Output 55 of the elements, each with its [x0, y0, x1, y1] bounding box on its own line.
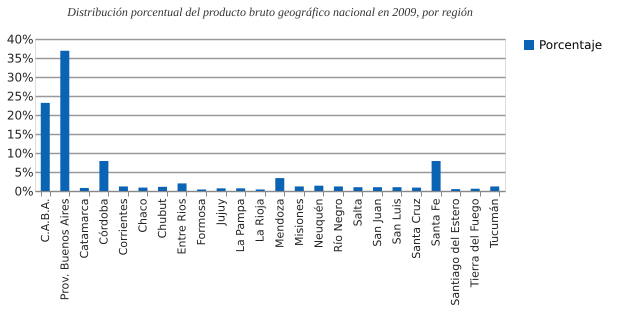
x-tick-label: Neuquén — [312, 198, 326, 248]
x-tick-label: Río Negro — [332, 198, 345, 252]
y-tick-label: 30% — [6, 70, 34, 84]
bar — [490, 186, 500, 191]
bar — [40, 102, 50, 191]
y-tick-label: 40% — [6, 32, 34, 46]
legend-label: Porcentaje — [539, 38, 602, 52]
bar — [353, 187, 362, 191]
x-tick-label: Mendoza — [273, 198, 286, 248]
bar — [334, 186, 343, 191]
y-tick-label: 15% — [6, 128, 34, 142]
y-tick-label: 10% — [6, 146, 34, 160]
x-tick-label: C.A.B.A. — [38, 198, 52, 242]
bar — [392, 187, 402, 191]
y-tick-label: 25% — [6, 90, 34, 104]
bar — [118, 186, 128, 191]
bar — [236, 188, 246, 191]
x-tick-label: Jujuy — [214, 198, 228, 226]
bar — [432, 160, 441, 191]
x-tick-label: Catamarca — [78, 198, 91, 259]
bar — [99, 160, 108, 191]
bar — [216, 188, 226, 191]
chart-title: Distribución porcentual del producto bruto geográfico nacional en 2009, por región — [66, 5, 473, 19]
bar — [372, 187, 382, 191]
bar — [178, 183, 187, 191]
x-tick-label: Tierra del Fuego — [468, 198, 482, 288]
y-tick-label: 35% — [6, 52, 34, 66]
x-tick-label: San Juan — [370, 198, 384, 247]
x-tick-label: Formosa — [195, 198, 208, 246]
x-tick-label: Santa Cruz — [410, 198, 424, 259]
x-tick-label: La Rioja — [254, 198, 267, 242]
x-tick-label: Córdoba — [97, 198, 110, 245]
bar — [314, 186, 324, 191]
bar — [294, 186, 304, 191]
bar — [158, 186, 168, 191]
x-tick-label: Tucumán — [488, 198, 502, 249]
x-tick-label: Prov. Buenos Aires — [58, 198, 72, 300]
bar — [138, 188, 148, 191]
x-tick-label: Entre Rios — [176, 198, 189, 254]
bar — [80, 188, 89, 191]
x-tick-label: San Luis — [390, 198, 404, 244]
x-tick-label: Santiago del Estero — [449, 198, 462, 306]
x-tick-label: La Pampa — [234, 198, 248, 252]
y-tick-label: 20% — [6, 108, 34, 122]
bar — [275, 178, 284, 191]
bar — [412, 188, 422, 191]
bar — [60, 50, 70, 191]
x-tick-label: Santa Fe — [430, 198, 443, 246]
x-tick-label: Misiones — [292, 198, 306, 246]
y-tick-label: 0% — [14, 184, 34, 198]
x-tick-label: Chubut — [156, 198, 170, 238]
y-tick-label: 5% — [14, 166, 34, 180]
x-tick-label: Corrientes — [116, 198, 130, 256]
x-tick-label: Salta — [351, 198, 364, 226]
x-tick-label: Chaco — [136, 198, 150, 233]
